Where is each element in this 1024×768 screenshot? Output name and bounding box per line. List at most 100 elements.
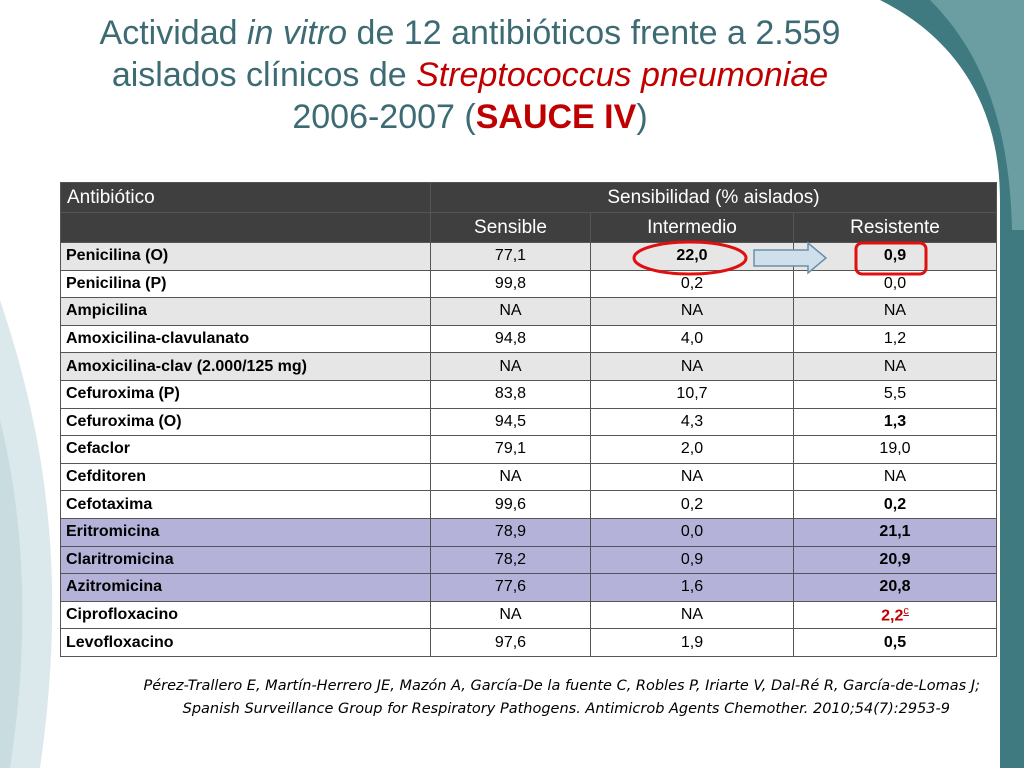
table-row: Levofloxacino 97,6 1,9 0,5 — [60, 628, 997, 657]
sensible-value: 97,6 — [430, 628, 591, 657]
header-empty — [60, 212, 431, 243]
table-subheader-row: Sensible Intermedio Resistente — [60, 212, 997, 243]
table-row: Cefaclor 79,1 2,0 19,0 — [60, 435, 997, 464]
table-row: Eritromicina 78,9 0,0 21,1 — [60, 517, 997, 547]
antibiotic-name: Azitromicina — [60, 573, 431, 602]
intermedio-value: 0,2 — [590, 269, 794, 299]
resistente-value: 5,5 — [793, 379, 997, 409]
antibiotic-name: Cefaclor — [60, 435, 431, 464]
resistente-value: 20,8 — [793, 573, 997, 602]
table-row: Amoxicilina-clavulanato 94,8 4,0 1,2 — [60, 324, 997, 354]
sensible-value: NA — [430, 462, 591, 492]
sensible-value: 78,9 — [430, 517, 591, 547]
sensible-value: NA — [430, 352, 591, 381]
antibiotic-name: Claritromicina — [60, 545, 431, 575]
sensible-value: NA — [430, 297, 591, 326]
antibiotic-name: Penicilina (P) — [60, 269, 431, 299]
resistente-value: 0,9 — [793, 242, 997, 271]
title-text-1: Actividad — [99, 14, 247, 52]
intermedio-value: NA — [590, 352, 794, 381]
intermedio-value: 1,9 — [590, 628, 794, 657]
table-row: Ampicilina NA NA NA — [60, 297, 997, 326]
antibiotic-name: Amoxicilina-clavulanato — [60, 324, 431, 354]
resistente-value: NA — [793, 462, 997, 492]
table-row: Cefuroxima (O) 94,5 4,3 1,3 — [60, 407, 997, 437]
resistente-value: 1,2 — [793, 324, 997, 354]
citation-line-2: Spanish Surveillance Group for Respirato… — [182, 701, 950, 717]
table-row: Cefuroxima (P) 83,8 10,7 5,5 — [60, 379, 997, 409]
sensible-value: 99,8 — [430, 269, 591, 299]
antibiotic-name: Ampicilina — [60, 297, 431, 326]
swoosh-light-top-right — [930, 0, 1024, 230]
sensible-value: 77,6 — [430, 573, 591, 602]
table-row: Azitromicina 77,6 1,6 20,8 — [60, 573, 997, 602]
sensible-value: 99,6 — [430, 490, 591, 519]
resistente-value: 2,2 — [881, 607, 904, 625]
intermedio-value: 0,9 — [590, 545, 794, 575]
header-sensitivity: Sensibilidad (% aislados) — [430, 182, 997, 213]
antibiotic-name: Penicilina (O) — [60, 242, 431, 271]
table-row: Cefditoren NA NA NA — [60, 462, 997, 492]
resistente-value: 19,0 — [793, 435, 997, 464]
title-text-3: aislados clínicos de — [111, 56, 417, 94]
intermedio-value: 2,0 — [590, 435, 794, 464]
citation-line-1: Pérez-Trallero E, Martín-Herrero JE, Maz… — [143, 678, 980, 694]
resistente-value: 21,1 — [793, 517, 997, 547]
resistente-value: 0,2 — [793, 490, 997, 519]
sensible-value: 94,5 — [430, 407, 591, 437]
swoosh-lighter-left — [0, 420, 23, 768]
antibiotic-name: Cefuroxima (O) — [60, 407, 431, 437]
title-text-italic: in vitro — [246, 14, 348, 52]
resistente-value: 20,9 — [793, 545, 997, 575]
sensible-value: 77,1 — [430, 242, 591, 271]
title-text-4: 2006-2007 ( — [292, 98, 476, 136]
resistente-value: NA — [793, 297, 997, 326]
resistente-value: 1,3 — [793, 407, 997, 437]
table-row: Claritromicina 78,2 0,9 20,9 — [60, 545, 997, 575]
antibiotic-name: Amoxicilina-clav (2.000/125 mg) — [60, 352, 431, 381]
intermedio-value: 0,2 — [590, 490, 794, 519]
antibiotic-name: Cefditoren — [60, 462, 431, 492]
antibiotic-name: Levofloxacino — [60, 628, 431, 657]
table-row: Penicilina (P) 99,8 0,2 0,0 — [60, 269, 997, 299]
header-sensible: Sensible — [430, 212, 591, 243]
intermedio-value: NA — [590, 462, 794, 492]
intermedio-value: 0,0 — [590, 517, 794, 547]
sensible-value: NA — [430, 600, 591, 630]
header-intermedio: Intermedio — [590, 212, 794, 243]
intermedio-value: NA — [590, 297, 794, 326]
title-text-2: de 12 antibióticos frente a 2.559 — [347, 14, 841, 52]
antibiotic-name: Ciprofloxacino — [60, 600, 431, 630]
citation: Pérez-Trallero E, Martín-Herrero JE, Maz… — [40, 675, 980, 721]
sensible-value: 78,2 — [430, 545, 591, 575]
antibiotic-name: Cefuroxima (P) — [60, 379, 431, 409]
intermedio-value: NA — [590, 600, 794, 630]
susceptibility-table: Antibiótico Sensibilidad (% aislados) Se… — [60, 182, 997, 657]
intermedio-value: 22,0 — [590, 242, 794, 271]
intermedio-value: 10,7 — [590, 379, 794, 409]
intermedio-value: 4,0 — [590, 324, 794, 354]
antibiotic-name: Cefotaxima — [60, 490, 431, 519]
table-row: Amoxicilina-clav (2.000/125 mg) NA NA NA — [60, 352, 997, 381]
footnote-marker: c — [903, 604, 909, 617]
table-row: Ciprofloxacino NA NA 2,2c — [60, 600, 997, 630]
sensible-value: 94,8 — [430, 324, 591, 354]
resistente-value: 0,5 — [793, 628, 997, 657]
intermedio-value: 4,3 — [590, 407, 794, 437]
resistente-value: 0,0 — [793, 269, 997, 299]
title-text-5: ) — [636, 98, 648, 136]
header-antibiotic: Antibiótico — [60, 182, 431, 213]
table-row: Penicilina (O) 77,1 22,0 0,9 — [60, 242, 997, 271]
sensible-value: 79,1 — [430, 435, 591, 464]
sensible-value: 83,8 — [430, 379, 591, 409]
antibiotic-name: Eritromicina — [60, 517, 431, 547]
slide-title: Actividad in vitro de 12 antibióticos fr… — [50, 12, 890, 138]
table-header-row: Antibiótico Sensibilidad (% aislados) — [60, 182, 997, 213]
resistente-cell: 2,2c — [793, 600, 997, 630]
title-species: Streptococcus pneumoniae — [416, 56, 829, 94]
title-study: SAUCE IV — [475, 98, 637, 136]
intermedio-value: 1,6 — [590, 573, 794, 602]
header-resistente: Resistente — [793, 212, 997, 243]
resistente-value: NA — [793, 352, 997, 381]
